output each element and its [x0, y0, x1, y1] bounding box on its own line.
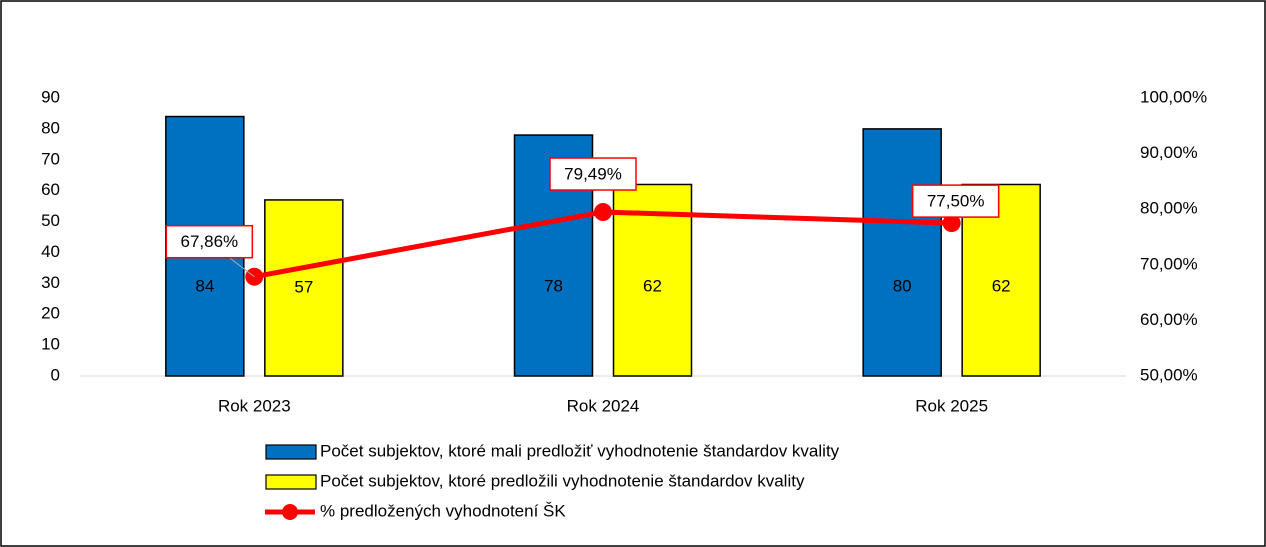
bar-value-label: 62: [643, 276, 662, 295]
legend-label: Počet subjektov, ktoré mali predložiť vy…: [320, 441, 840, 460]
bar: [862, 128, 942, 377]
line-value-label: 77,50%: [927, 192, 985, 211]
y2-tick-label: 70,00%: [1140, 254, 1198, 273]
line-value-label: 67,86%: [180, 232, 238, 251]
y-tick-label: 20: [41, 304, 60, 323]
x-tick-label: Rok 2023: [218, 396, 291, 415]
y-tick-label: 90: [41, 87, 60, 106]
legend-label: Počet subjektov, ktoré predložili vyhodn…: [320, 471, 805, 490]
bar-value-label: 62: [992, 276, 1011, 295]
y-tick-label: 10: [41, 335, 60, 354]
data-label-box: [165, 224, 254, 259]
y-tick-label: 70: [41, 149, 60, 168]
legend-swatch: [265, 474, 317, 490]
data-label-box: [549, 157, 637, 191]
y-tick-label: 60: [41, 180, 60, 199]
bar-value-label: 84: [195, 276, 214, 295]
x-tick-label: Rok 2025: [915, 396, 988, 415]
x-tick-label: Rok 2024: [567, 396, 640, 415]
line-marker: [594, 203, 612, 222]
legend-label: % predložených vyhodnotení ŠK: [320, 501, 566, 520]
y2-tick-label: 100,00%: [1140, 87, 1207, 106]
y-tick-label: 50: [41, 211, 60, 230]
legend-swatch: [265, 444, 317, 460]
bar-value-label: 78: [544, 276, 563, 295]
y2-tick-label: 60,00%: [1140, 310, 1198, 329]
y2-tick-label: 80,00%: [1140, 199, 1198, 218]
legend-swatch-marker: [282, 504, 298, 520]
bar-value-label: 80: [893, 276, 912, 295]
bar: [264, 199, 344, 377]
bar-value-label: 57: [294, 277, 313, 296]
y2-tick-label: 50,00%: [1140, 365, 1198, 384]
leader-line: [229, 257, 255, 278]
y-tick-label: 30: [41, 273, 60, 292]
y-tick-label: 40: [41, 242, 60, 261]
y-tick-label: 80: [41, 118, 60, 137]
y-tick-label: 0: [51, 365, 60, 384]
line-marker: [942, 214, 961, 233]
line-value-label: 79,49%: [564, 165, 622, 184]
data-label-box: [911, 184, 1000, 218]
y2-tick-label: 90,00%: [1140, 143, 1198, 162]
